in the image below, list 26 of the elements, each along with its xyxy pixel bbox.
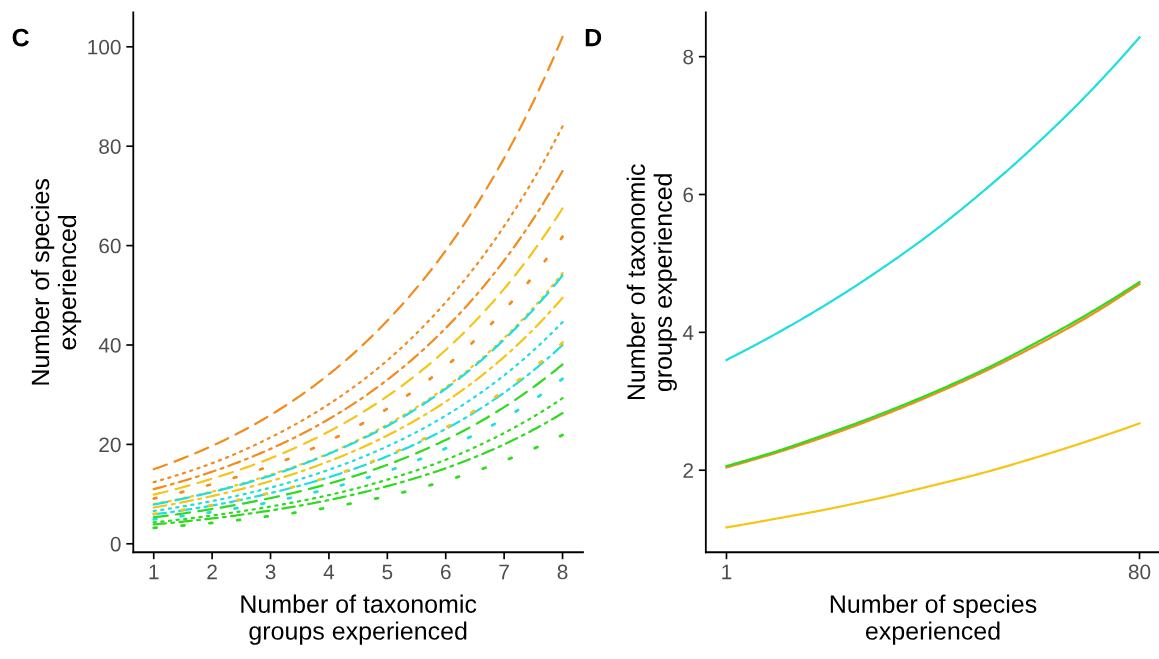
y-tick-label: 2 — [683, 463, 693, 478]
y-tick-label: 80 — [99, 139, 121, 154]
x-tick-label: 6 — [441, 564, 451, 580]
y-tick-label: 40 — [98, 338, 121, 353]
text: C — [12, 28, 29, 47]
x-tick-label: 5 — [382, 564, 393, 580]
x-tick-label: 80 — [1128, 564, 1151, 580]
x-axis-title: Number of taxonomic groups experienced — [241, 594, 477, 645]
y-tick-label: 0 — [110, 536, 121, 552]
y-tick-label: 8 — [683, 49, 694, 65]
x-tick-label: 7 — [499, 564, 509, 580]
y-axis-title: Number of species experienced — [30, 179, 82, 385]
y-tick-label: 100 — [88, 39, 121, 55]
x-tick-label: 1 — [722, 564, 732, 580]
x-axis-title: Number of species experienced — [830, 594, 1037, 645]
x-tick-label: 2 — [207, 564, 217, 580]
y-tick-label: 60 — [99, 238, 121, 254]
x-tick-label: 3 — [265, 564, 276, 580]
y-tick-label: 4 — [682, 325, 694, 340]
y-tick-label: 20 — [99, 437, 121, 453]
text: D — [585, 28, 602, 47]
y-tick-label: 6 — [683, 187, 694, 203]
x-tick-label: 8 — [557, 564, 568, 580]
x-tick-label: 1 — [149, 564, 159, 580]
y-axis-title: Number of taxonomic groups experienced — [626, 164, 677, 400]
x-tick-label: 4 — [323, 564, 335, 580]
